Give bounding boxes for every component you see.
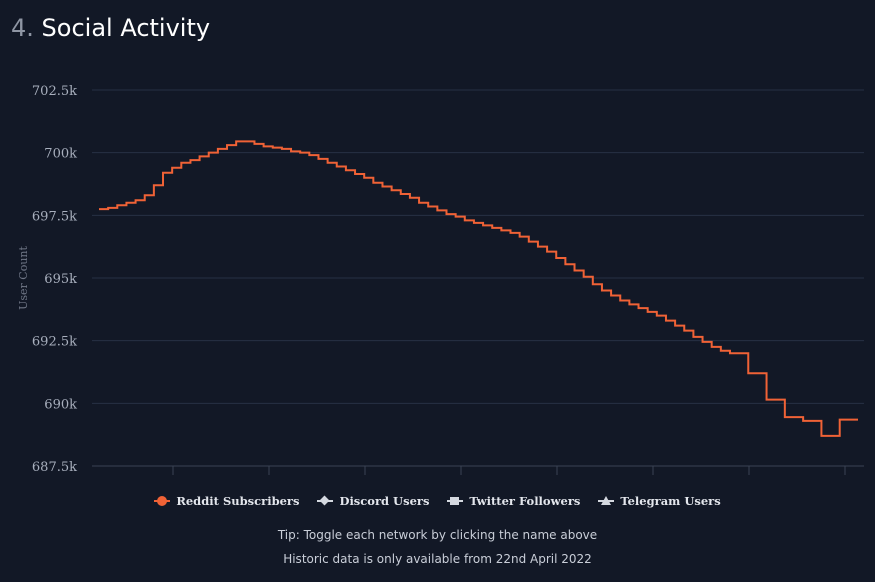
grid-lines bbox=[92, 89, 864, 467]
reddit-circle-marker-icon bbox=[154, 496, 171, 506]
telegram-triangle-marker-icon bbox=[598, 496, 615, 506]
legend-label-twitter-followers: Twitter Followers bbox=[469, 494, 581, 508]
y-axis-title: User Count bbox=[17, 246, 30, 310]
chart-legend: Reddit Subscribers Discord Users Twitter… bbox=[0, 494, 875, 508]
twitter-square-marker-icon bbox=[447, 496, 464, 506]
y-axis-tick-labels: 687.5k 690k 692.5k 695k 697.5k 700k 702.5k bbox=[32, 84, 77, 475]
x-axis-ticks bbox=[172, 466, 846, 475]
section-number: 4. bbox=[11, 14, 34, 42]
legend-label-discord-users: Discord Users bbox=[339, 494, 430, 508]
y-tick-label: 700k bbox=[44, 147, 77, 162]
legend-item-telegram-users[interactable]: Telegram Users bbox=[598, 494, 721, 508]
legend-item-reddit-subscribers[interactable]: Reddit Subscribers bbox=[154, 494, 299, 508]
discord-diamond-marker-icon bbox=[317, 496, 334, 506]
tip-text: Tip: Toggle each network by clicking the… bbox=[277, 528, 598, 542]
y-tick-label: 697.5k bbox=[32, 209, 77, 224]
y-tick-label: 690k bbox=[44, 397, 77, 412]
legend-item-discord-users[interactable]: Discord Users bbox=[317, 494, 429, 508]
series-line-reddit-subscribers bbox=[99, 140, 858, 437]
social-activity-chart: 687.5k 690k 692.5k 695k 697.5k 700k 702.5k Use… bbox=[17, 84, 864, 475]
series-lines bbox=[99, 140, 858, 437]
y-tick-label: 702.5k bbox=[32, 84, 77, 99]
legend-label-reddit-subscribers: Reddit Subscribers bbox=[176, 494, 300, 508]
historic-data-note: Historic data is only available from 22n… bbox=[283, 552, 592, 566]
section-title: 4. Social Activity bbox=[11, 14, 210, 42]
y-tick-label: 695k bbox=[44, 272, 77, 287]
legend-label-telegram-users: Telegram Users bbox=[620, 494, 721, 508]
legend-item-twitter-followers[interactable]: Twitter Followers bbox=[447, 494, 580, 508]
section-title-text: Social Activity bbox=[41, 14, 211, 42]
y-tick-label: 687.5k bbox=[32, 460, 77, 475]
y-tick-label: 692.5k bbox=[32, 335, 77, 350]
